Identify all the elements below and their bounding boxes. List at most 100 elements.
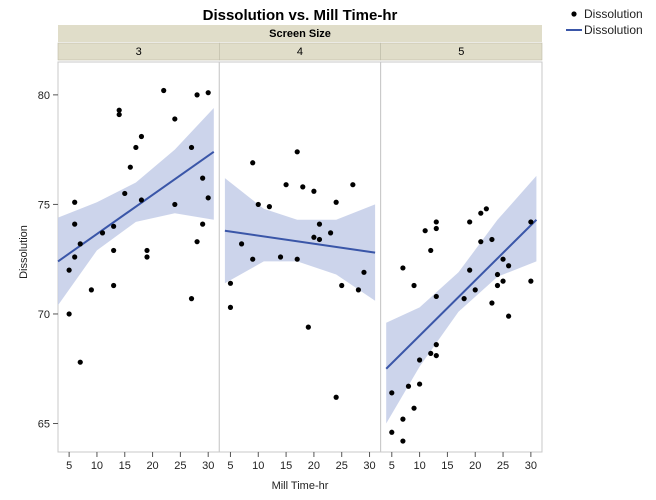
y-tick-label: 80	[38, 90, 50, 102]
data-point	[528, 278, 534, 284]
panel-label: 5	[458, 46, 464, 58]
data-point	[355, 287, 362, 293]
data-point	[411, 405, 417, 411]
data-point	[417, 381, 423, 387]
data-point	[194, 239, 200, 245]
data-point	[389, 390, 395, 396]
data-point	[116, 111, 122, 118]
data-point	[350, 182, 356, 188]
data-point	[422, 228, 428, 234]
data-point	[311, 234, 317, 240]
panel-label: 3	[136, 46, 142, 58]
fit-line	[224, 229, 376, 254]
data-point	[400, 265, 406, 271]
data-point	[127, 164, 133, 170]
x-tick-label: 5	[66, 460, 72, 472]
confidence-band	[224, 178, 376, 301]
x-tick-label: 25	[174, 460, 186, 472]
data-point	[478, 210, 484, 216]
facet-title-strip	[58, 25, 542, 42]
chart-title: Dissolution vs. Mill Time-hr	[203, 7, 398, 24]
data-point	[327, 230, 334, 236]
data-point	[88, 287, 94, 293]
data-point	[500, 278, 506, 284]
data-point	[506, 313, 512, 319]
x-tick-label: 5	[227, 460, 233, 472]
data-point	[472, 287, 478, 293]
data-point	[506, 263, 512, 269]
data-point	[305, 324, 311, 330]
x-tick-label: 30	[363, 460, 375, 472]
panel-label: 4	[297, 46, 303, 58]
data-point	[283, 182, 289, 188]
panel-strip	[380, 42, 543, 61]
panels: 3 5 10 15 20 25 30 4 5 10 15 20 25 30 5 5 10 15 20 25 30	[57, 42, 543, 472]
data-point	[227, 280, 234, 286]
data-point	[333, 394, 339, 400]
data-point	[144, 247, 150, 254]
data-point	[528, 219, 534, 225]
data-point	[316, 221, 323, 227]
x-tick-label: 20	[308, 460, 320, 472]
data-point	[72, 254, 78, 260]
data-point	[405, 383, 412, 389]
data-point	[99, 230, 106, 236]
data-point	[77, 359, 83, 365]
data-point	[138, 197, 145, 203]
panel-4: 4 5 10 15 20 25 30	[218, 42, 382, 472]
panel-5: 5 5 10 15 20 25 30	[380, 42, 543, 472]
data-point	[116, 107, 122, 113]
x-tick-label: 10	[91, 460, 103, 472]
data-point	[417, 357, 423, 363]
data-point	[467, 219, 473, 225]
data-point	[77, 241, 83, 247]
data-point	[428, 350, 434, 357]
data-point	[238, 241, 245, 247]
data-point	[433, 342, 439, 348]
data-point	[200, 221, 206, 227]
data-point	[433, 352, 439, 359]
data-point	[339, 282, 345, 289]
data-point	[122, 190, 128, 197]
x-tick-label: 15	[280, 460, 292, 472]
data-point	[489, 236, 495, 243]
data-point	[111, 247, 117, 254]
data-point	[316, 236, 323, 243]
data-point	[311, 188, 317, 194]
y-tick-label: 65	[38, 419, 50, 431]
y-tick-label: 75	[38, 199, 50, 211]
x-tick-label: 5	[389, 460, 395, 472]
data-point	[111, 223, 117, 229]
y-axis-label: Dissolution	[18, 225, 30, 279]
y-axis: 65 70 75 80	[38, 90, 58, 431]
data-point	[361, 269, 367, 275]
legend-point-label: Dissolution	[584, 7, 643, 21]
data-point	[66, 267, 72, 273]
data-point	[205, 90, 211, 96]
x-axis-label: Mill Time-hr	[272, 480, 329, 492]
data-point	[205, 195, 211, 201]
data-point	[200, 175, 206, 181]
data-point	[277, 254, 284, 260]
data-point	[494, 282, 501, 289]
fit-line	[57, 151, 215, 263]
data-point	[400, 438, 406, 444]
data-point	[333, 199, 339, 205]
data-point	[250, 160, 256, 166]
data-point	[433, 293, 439, 300]
data-point	[494, 271, 501, 278]
y-tick-label: 70	[38, 309, 50, 321]
legend-line-label: Dissolution	[584, 23, 643, 37]
data-point	[500, 256, 506, 262]
x-tick-label: 25	[497, 460, 509, 472]
x-tick-label: 30	[202, 460, 214, 472]
x-tick-label: 15	[119, 460, 131, 472]
fit-line	[385, 219, 538, 370]
data-point	[188, 296, 195, 302]
data-point	[194, 92, 200, 98]
data-point	[161, 87, 167, 94]
data-point	[461, 296, 467, 302]
data-point	[111, 282, 117, 289]
data-point	[433, 225, 439, 232]
data-point	[294, 149, 300, 155]
